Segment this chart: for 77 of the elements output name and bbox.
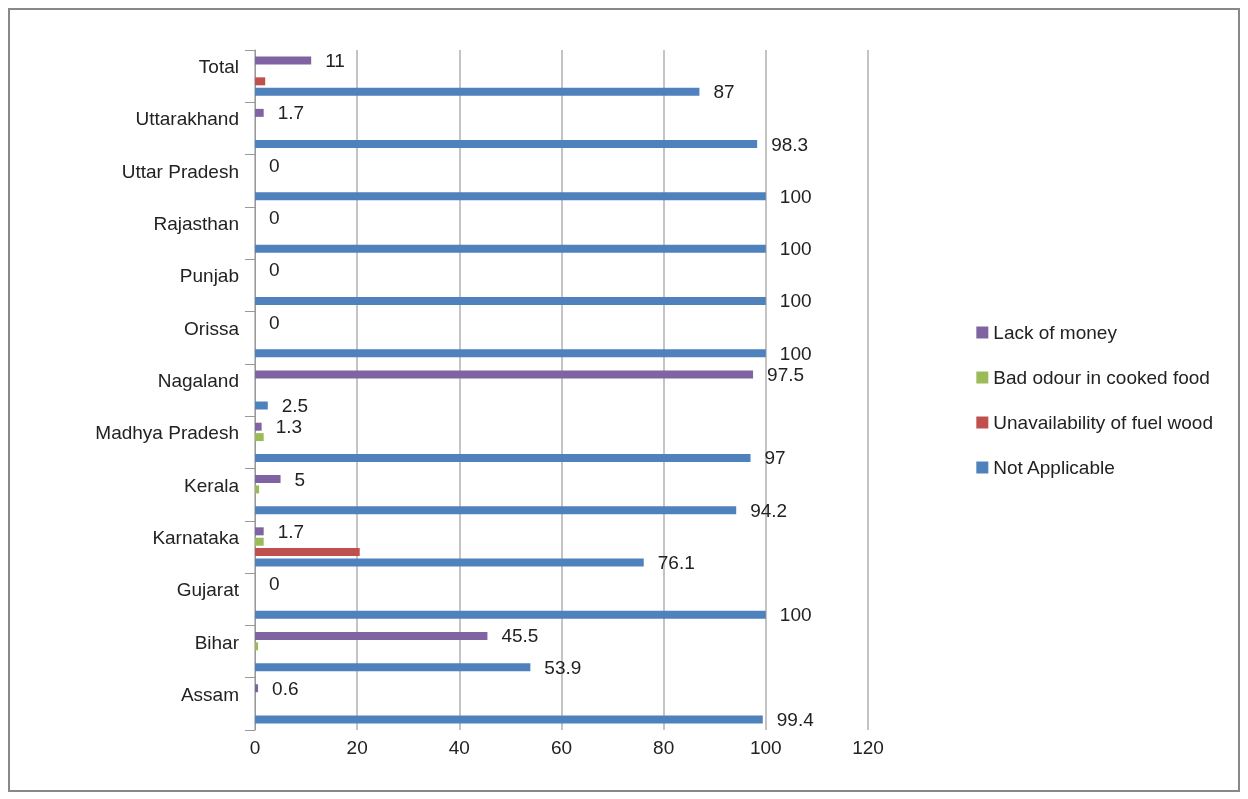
bar xyxy=(255,610,766,619)
bar xyxy=(255,684,259,693)
data-label: 5 xyxy=(294,468,306,490)
y-tick-label: Kerala xyxy=(184,474,240,496)
bar xyxy=(255,506,737,515)
data-label: 87 xyxy=(713,81,735,103)
bar xyxy=(255,108,264,117)
bar xyxy=(255,715,763,724)
bar xyxy=(255,548,360,557)
x-tick-label: 60 xyxy=(550,737,573,758)
y-tick-label: Total xyxy=(198,56,239,78)
data-label: 100 xyxy=(779,290,812,312)
y-tick-label: Nagaland xyxy=(157,370,239,391)
bar xyxy=(255,87,700,96)
bar xyxy=(255,453,751,462)
bar xyxy=(255,527,264,536)
data-label: 2.5 xyxy=(281,395,309,417)
y-tick-label: Bihar xyxy=(194,631,240,653)
x-tick-label: 100 xyxy=(749,737,782,758)
data-label: 1.3 xyxy=(275,416,303,438)
bar xyxy=(255,433,264,442)
data-label: 100 xyxy=(779,342,812,364)
y-tick-label: Uttar Pradesh xyxy=(121,160,239,182)
y-tick-label: Orissa xyxy=(184,317,240,339)
y-tick-label: Madhya Pradesh xyxy=(95,422,239,444)
data-label: 97.5 xyxy=(767,363,805,385)
data-label: 0 xyxy=(269,573,280,595)
data-label: 11 xyxy=(325,50,345,72)
bar xyxy=(255,192,766,201)
y-tick-label: Assam xyxy=(180,683,239,705)
y-tick-label: Gujarat xyxy=(176,579,240,601)
bar xyxy=(255,77,266,86)
data-label: 0 xyxy=(269,259,280,281)
data-label: 1.7 xyxy=(277,102,305,124)
legend-label: Lack of money xyxy=(993,322,1118,343)
legend-label: Not Applicable xyxy=(993,457,1115,478)
bar xyxy=(255,631,488,640)
bar xyxy=(255,349,766,358)
data-label: 0 xyxy=(269,206,280,228)
bar xyxy=(255,475,281,484)
data-label: 97 xyxy=(764,447,786,469)
data-label: 45.5 xyxy=(501,625,539,647)
bar xyxy=(255,537,264,546)
data-label: 98.3 xyxy=(771,133,809,155)
data-label: 100 xyxy=(779,185,812,207)
y-tick-label: Karnataka xyxy=(152,526,240,548)
bar xyxy=(255,558,644,567)
y-tick-label: Uttarakhand xyxy=(135,108,239,130)
x-tick-label: 20 xyxy=(346,737,368,758)
data-label: 0.6 xyxy=(272,677,299,699)
bar xyxy=(255,56,312,65)
data-label: 0 xyxy=(269,154,280,176)
data-label: 76.1 xyxy=(657,552,695,574)
x-tick-label: 0 xyxy=(249,737,261,758)
bar xyxy=(255,642,259,651)
data-label: 0 xyxy=(269,311,280,333)
bar xyxy=(255,663,531,672)
legend-label: Unavailability of fuel wood xyxy=(993,412,1214,433)
x-tick-label: 40 xyxy=(448,737,470,758)
data-label: 100 xyxy=(779,238,812,260)
data-label: 53.9 xyxy=(544,656,582,678)
bar xyxy=(255,244,766,253)
y-tick-label: Punjab xyxy=(179,265,239,287)
data-label: 99.4 xyxy=(776,708,815,730)
bar xyxy=(255,485,260,494)
legend-label: Bad odour in cooked food xyxy=(993,367,1210,388)
data-label: 94.2 xyxy=(750,499,788,521)
y-tick-label: Rajasthan xyxy=(153,213,239,235)
data-label: 1.7 xyxy=(277,520,305,542)
x-tick-label: 120 xyxy=(852,737,884,758)
data-label: 100 xyxy=(779,604,812,626)
bar xyxy=(255,422,262,431)
x-tick-label: 80 xyxy=(653,737,675,758)
bar xyxy=(255,370,754,379)
bar xyxy=(255,140,758,149)
bar xyxy=(255,296,766,305)
bar xyxy=(255,401,268,410)
